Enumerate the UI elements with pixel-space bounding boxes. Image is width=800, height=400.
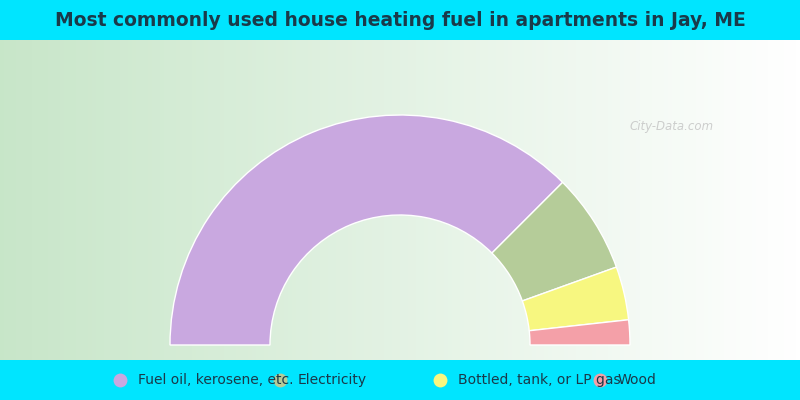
Text: Electricity: Electricity	[298, 373, 366, 387]
Wedge shape	[530, 320, 630, 345]
Wedge shape	[170, 115, 562, 345]
Text: Wood: Wood	[618, 373, 657, 387]
Text: City-Data.com: City-Data.com	[630, 120, 714, 133]
Text: Fuel oil, kerosene, etc.: Fuel oil, kerosene, etc.	[138, 373, 293, 387]
Text: Bottled, tank, or LP gas: Bottled, tank, or LP gas	[458, 373, 620, 387]
Wedge shape	[522, 267, 629, 331]
Text: Most commonly used house heating fuel in apartments in Jay, ME: Most commonly used house heating fuel in…	[54, 10, 746, 30]
Wedge shape	[492, 182, 617, 301]
